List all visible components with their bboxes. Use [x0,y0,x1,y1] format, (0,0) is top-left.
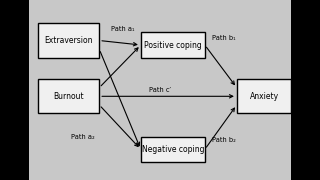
Text: Extraversion: Extraversion [44,36,93,45]
Text: Negative coping: Negative coping [141,145,204,154]
Text: Path a₂: Path a₂ [71,134,95,140]
FancyBboxPatch shape [141,137,205,162]
Text: Positive coping: Positive coping [144,40,202,50]
Text: Anxiety: Anxiety [249,92,279,101]
Text: Path c′: Path c′ [149,87,171,93]
FancyBboxPatch shape [38,23,99,58]
FancyBboxPatch shape [237,79,291,113]
FancyBboxPatch shape [141,32,205,58]
Text: Path b₂: Path b₂ [212,137,236,143]
Text: Path a₁: Path a₁ [111,26,135,32]
Text: Path b₁: Path b₁ [212,35,236,41]
Text: Burnout: Burnout [53,92,84,101]
Bar [291,0,320,180]
Bar [0,0,29,180]
FancyBboxPatch shape [38,79,99,113]
